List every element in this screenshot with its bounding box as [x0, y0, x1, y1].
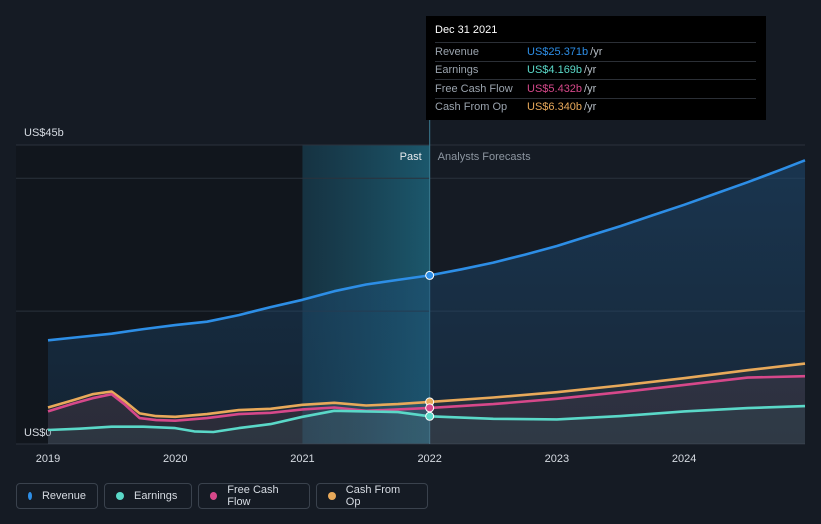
x-tick-2021: 2021 [290, 453, 314, 465]
legend-label: Cash From Op [345, 484, 401, 508]
tooltip-panel: Dec 31 2021 Revenue US$25.371b /yr Earni… [426, 16, 766, 120]
legend-label: Revenue [41, 490, 86, 502]
x-tick-2019: 2019 [36, 453, 60, 465]
legend-dot-icon [116, 492, 124, 500]
tooltip-row-fcf: Free Cash Flow US$5.432b /yr [435, 79, 756, 98]
marker-revenue [425, 270, 435, 280]
tooltip-date: Dec 31 2021 [435, 24, 498, 36]
tooltip-value-cfo: US$6.340b [527, 101, 583, 114]
legend-item-earnings[interactable]: Earnings [104, 483, 192, 509]
legend-dot-icon [28, 492, 32, 500]
tooltip-row-earnings: Earnings US$4.169b /yr [435, 60, 756, 80]
tooltip-label-earnings: Earnings [435, 64, 479, 77]
legend-item-revenue[interactable]: Revenue [16, 483, 98, 509]
series-line-cash-from-op [47, 362, 806, 419]
tooltip-label-fcf: Free Cash Flow [435, 82, 513, 95]
series-area-revenue [48, 160, 805, 445]
legend-dot-icon [328, 492, 336, 500]
y-label-top: US$45b [24, 127, 64, 139]
x-tick-2023: 2023 [545, 453, 569, 465]
tooltip-unit-revenue: /yr [590, 45, 603, 58]
tooltip-unit-cfo: /yr [584, 101, 597, 114]
tooltip-value-revenue: US$25.371b [527, 45, 589, 58]
legend-label: Free Cash Flow [227, 484, 279, 508]
x-tick-2020: 2020 [163, 453, 187, 465]
x-tick-2022: 2022 [417, 453, 441, 465]
legend-item-cfo[interactable]: Cash From Op [316, 483, 428, 509]
tooltip-unit-earnings: /yr [584, 64, 597, 77]
series-line-free-cash-flow [47, 374, 806, 422]
y-label-bottom: US$0 [24, 427, 52, 439]
series-area-earnings [48, 406, 805, 444]
x-tick-2024: 2024 [672, 453, 696, 465]
marker-earnings [425, 411, 435, 421]
series-line-earnings [47, 404, 806, 434]
marker-free-cash-flow [425, 403, 435, 413]
legend-dot-icon [210, 492, 218, 500]
tooltip-unit-fcf: /yr [584, 82, 597, 95]
tooltip-row-revenue: Revenue US$25.371b /yr [435, 42, 756, 61]
tooltip-value-fcf: US$5.432b [527, 82, 583, 95]
tooltip-value-earnings: US$4.169b [527, 64, 583, 77]
tooltip-row-cfo: Cash From Op US$6.340b /yr [435, 97, 756, 117]
tooltip-label-revenue: Revenue [435, 45, 480, 58]
forecast-label: Analysts Forecasts [438, 151, 531, 163]
tooltip-label-cfo: Cash From Op [435, 101, 508, 114]
legend-label: Earnings [134, 490, 178, 502]
legend-item-fcf[interactable]: Free Cash Flow [198, 483, 310, 509]
legend: Revenue Earnings Free Cash Flow Cash Fro… [16, 483, 428, 511]
past-label: Past [400, 151, 422, 163]
